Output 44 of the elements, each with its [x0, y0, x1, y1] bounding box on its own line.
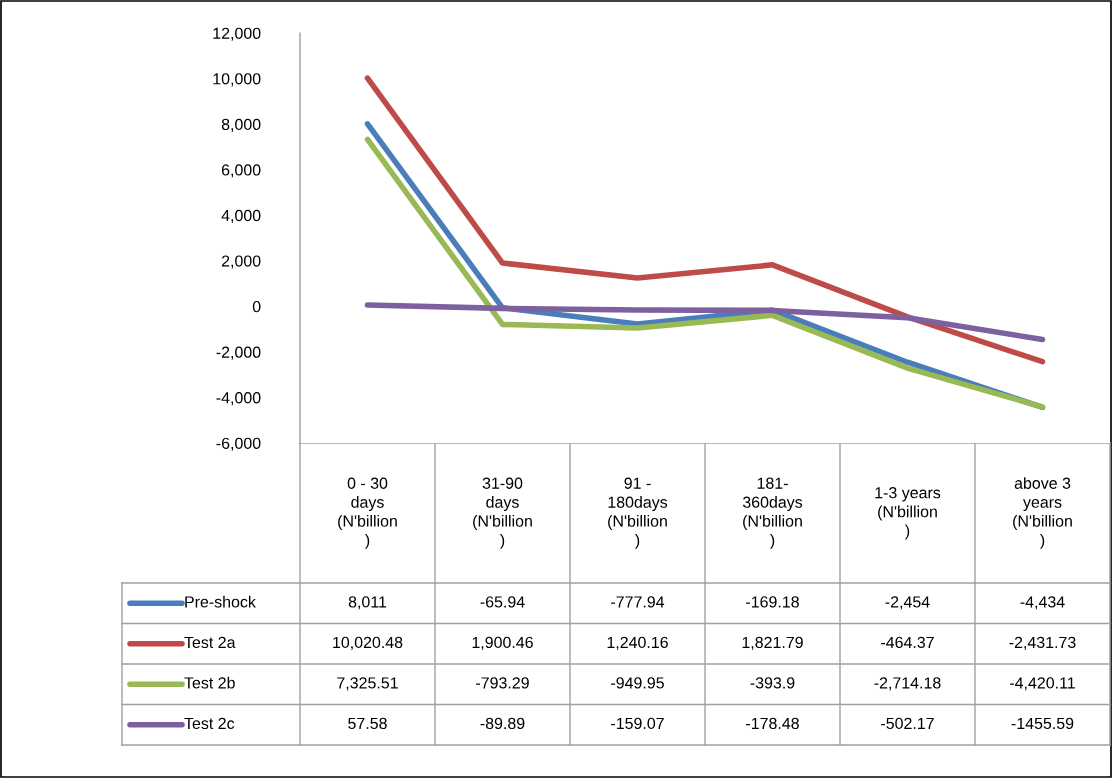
legend-label: Test 2a	[184, 636, 236, 649]
x-tick-label: 31-90 days (N'billion )	[473, 477, 532, 549]
data-label: 10,020.48	[333, 636, 403, 650]
data-label: -464.37	[881, 636, 934, 649]
x-tick-label: 1-3 years (N'billion )	[875, 487, 941, 540]
x-tick-label: 0 - 30 days (N'billion )	[338, 477, 397, 549]
legend-label: Test 2b	[184, 676, 235, 689]
data-label: -178.48	[746, 717, 799, 730]
data-label: -4,420.11	[1010, 677, 1075, 691]
data-label: -1455.59	[1011, 717, 1074, 730]
y-tick-label: -2,000	[216, 346, 261, 360]
y-tick-label: 6,000	[221, 164, 261, 178]
data-label: 57.58	[348, 717, 387, 730]
data-label: -65.94	[480, 596, 525, 608]
data-label: -502.17	[881, 717, 934, 730]
legend-label: Test 2c	[184, 717, 235, 730]
data-label: 8,011	[348, 596, 387, 610]
x-tick-label: above 3 years (N'billion )	[1013, 477, 1072, 549]
y-tick-label: 12,000	[213, 27, 261, 41]
y-tick-label: -4,000	[216, 392, 261, 406]
data-label: -949.95	[611, 677, 664, 689]
data-label: -777.94	[611, 596, 665, 608]
data-label: 1,900.46	[472, 636, 533, 650]
data-label: -4,434	[1020, 596, 1065, 610]
data-label: -2,454	[885, 596, 930, 610]
data-label: -2,714.18	[874, 677, 941, 691]
y-tick-label: 0	[252, 300, 261, 313]
data-label: 1,240.16	[607, 636, 668, 650]
data-label: 1,821.79	[742, 636, 803, 650]
data-label: 7,325.51	[337, 677, 398, 691]
data-label: -159.07	[611, 717, 664, 730]
data-label: -89.89	[480, 717, 525, 730]
data-label: -169.18	[746, 596, 799, 608]
data-label: -2,431.73	[1009, 636, 1076, 650]
x-tick-label: 181- 360days (N'billion )	[742, 477, 803, 549]
x-tick-label: 91 - 180days (N'billion )	[608, 477, 668, 549]
y-tick-label: 10,000	[213, 73, 261, 87]
data-label: -393.9	[750, 677, 795, 689]
y-tick-label: 4,000	[221, 209, 261, 224]
data-label: -793.29	[476, 677, 529, 689]
y-tick-label: 2,000	[221, 255, 261, 269]
legend-label: Pre-shock	[185, 595, 256, 608]
y-tick-label: -6,000	[216, 437, 261, 451]
y-tick-label: 8,000	[221, 118, 261, 132]
